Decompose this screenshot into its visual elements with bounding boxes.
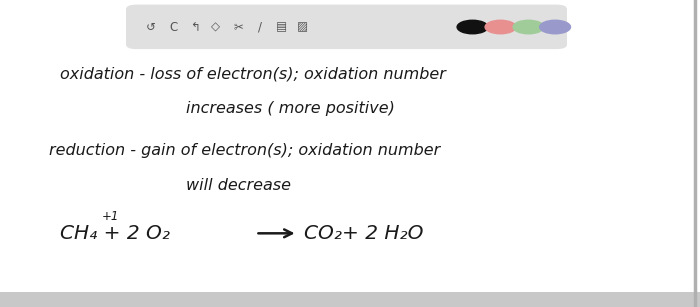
- Text: ◇: ◇: [211, 21, 220, 33]
- Circle shape: [485, 20, 516, 34]
- Text: ↰: ↰: [190, 21, 200, 33]
- Text: ▨: ▨: [297, 21, 308, 33]
- Text: CH₄ + 2 O₂: CH₄ + 2 O₂: [60, 224, 169, 243]
- Text: ✂: ✂: [233, 21, 243, 33]
- Text: reduction - gain of electron(s); oxidation number: reduction - gain of electron(s); oxidati…: [49, 143, 440, 158]
- Bar: [0, 292, 700, 307]
- Text: will decrease: will decrease: [186, 178, 290, 193]
- Text: oxidation - loss of electron(s); oxidation number: oxidation - loss of electron(s); oxidati…: [60, 66, 445, 81]
- Text: C: C: [169, 21, 178, 33]
- Circle shape: [540, 20, 570, 34]
- Text: increases ( more positive): increases ( more positive): [186, 102, 394, 116]
- Text: +1: +1: [102, 210, 119, 223]
- Text: ▤: ▤: [276, 21, 287, 33]
- FancyBboxPatch shape: [126, 5, 567, 49]
- Text: ↺: ↺: [146, 21, 155, 33]
- Circle shape: [513, 20, 544, 34]
- Text: /: /: [258, 21, 262, 33]
- Text: CO₂+ 2 H₂O: CO₂+ 2 H₂O: [304, 224, 424, 243]
- Circle shape: [457, 20, 488, 34]
